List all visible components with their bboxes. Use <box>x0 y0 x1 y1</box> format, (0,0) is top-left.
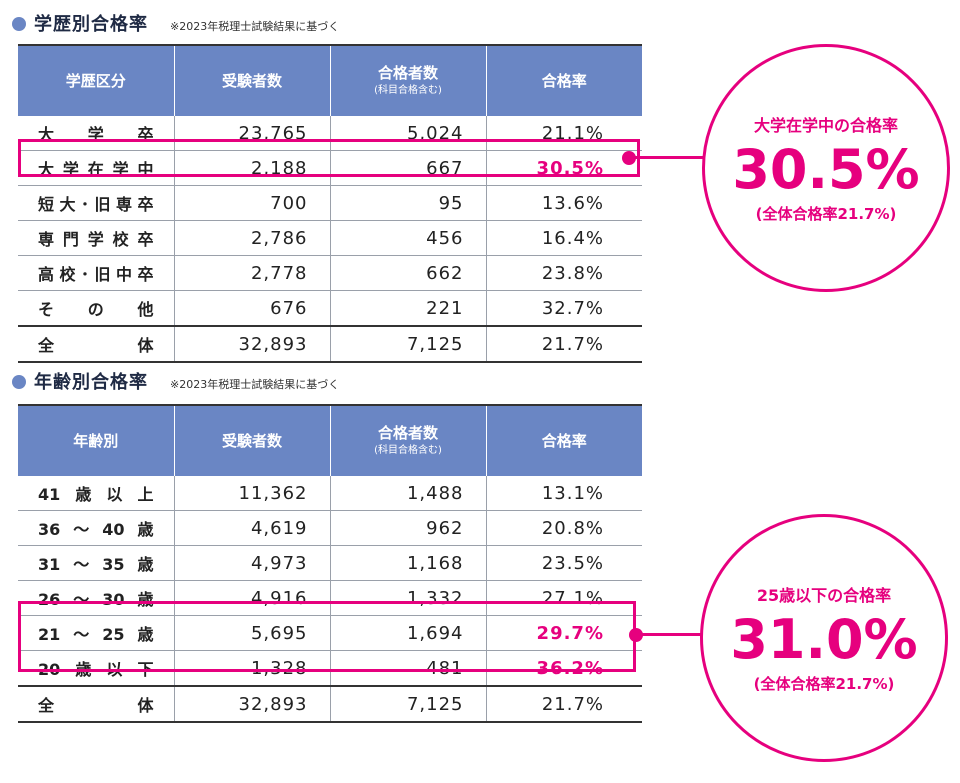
passers-cell: 221 <box>329 290 486 327</box>
header-education-category: 学歴区分 <box>18 44 174 116</box>
row-label: 21～25歳 <box>18 615 174 651</box>
row-label: 41歳以上 <box>18 476 174 511</box>
passers-cell: 662 <box>329 255 486 291</box>
passers-cell: 5,024 <box>329 116 486 151</box>
passers-cell: 1,488 <box>329 476 486 511</box>
pass-rate-cell: 21.1% <box>485 116 642 151</box>
table-row: 21～25歳 5,695 1,694 29.7% <box>18 615 642 651</box>
table-header-row: 年齢別 受験者数 合格者数 (科目合格含む) 合格率 <box>18 404 642 476</box>
callout-title: 大学在学中の合格率 <box>753 116 898 136</box>
table-row: 短大･旧専卒 700 95 13.6% <box>18 185 642 221</box>
callout-value: 31.0% <box>730 608 918 672</box>
highlight-box-under-25 <box>18 601 636 672</box>
pass-rate-cell: 29.7% <box>485 615 642 651</box>
table-row: 専門学校卒 2,786 456 16.4% <box>18 220 642 256</box>
passers-cell: 7,125 <box>329 685 486 723</box>
table-row: 大学在学中 2,188 667 30.5% <box>18 150 642 186</box>
header-examinees: 受験者数 <box>173 44 330 116</box>
age-section-title: 年齢別合格率 <box>34 372 148 393</box>
bullet-dot-icon <box>12 375 26 389</box>
callout-value: 30.5% <box>732 138 920 202</box>
examinees-cell: 676 <box>173 290 330 327</box>
row-label: 全体 <box>18 685 174 723</box>
header-pass-rate: 合格率 <box>485 404 642 476</box>
examinees-cell: 4,973 <box>173 545 330 581</box>
education-table-body: 大学卒 23,765 5,024 21.1% 大学在学中 2,188 667 30.5% 短大･… <box>18 116 642 363</box>
table-row: 36～40歳 4,619 962 20.8% <box>18 510 642 546</box>
examinees-cell: 5,695 <box>173 615 330 651</box>
table-row: 20歳以下 1,328 481 36.2% <box>18 650 642 687</box>
header-passers-sub: (科目合格含む) <box>374 445 442 457</box>
age-section-header: 年齢別合格率 ※2023年税理士試験結果に基づく <box>12 368 339 394</box>
passers-cell: 95 <box>329 185 486 221</box>
table-header-row: 学歴区分 受験者数 合格者数 (科目合格含む) 合格率 <box>18 44 642 116</box>
table-row: 高校･旧中卒 2,778 662 23.8% <box>18 255 642 291</box>
bullet-dot-icon <box>12 17 26 31</box>
pass-rate-cell: 36.2% <box>485 650 642 687</box>
row-label: 短大･旧専卒 <box>18 185 174 221</box>
passers-cell: 456 <box>329 220 486 256</box>
row-label: その他 <box>18 290 174 327</box>
examinees-cell: 11,362 <box>173 476 330 511</box>
row-label: 31～35歳 <box>18 545 174 581</box>
row-label: 大学在学中 <box>18 150 174 186</box>
education-section-note: ※2023年税理士試験結果に基づく <box>170 20 340 33</box>
passers-cell: 1,168 <box>329 545 486 581</box>
callout-sub: (全体合格率21.7%) <box>755 204 897 223</box>
pass-rate-cell: 21.7% <box>485 325 642 363</box>
table-row: 大学卒 23,765 5,024 21.1% <box>18 116 642 151</box>
examinees-cell: 4,619 <box>173 510 330 546</box>
education-section-header: 学歴別合格率 ※2023年税理士試験結果に基づく <box>12 10 339 36</box>
pass-rate-cell: 23.5% <box>485 545 642 581</box>
age-pass-rate-table: 年齢別 受験者数 合格者数 (科目合格含む) 合格率 41歳以上 11,362 1,4… <box>18 404 642 723</box>
examinees-cell: 700 <box>173 185 330 221</box>
pass-rate-cell: 16.4% <box>485 220 642 256</box>
highlight-connector-line <box>629 156 705 159</box>
education-section-title: 学歴別合格率 <box>34 14 148 35</box>
pass-rate-cell: 23.8% <box>485 255 642 291</box>
passers-cell: 7,125 <box>329 325 486 363</box>
highlight-connector-line <box>636 633 704 636</box>
table-row: 41歳以上 11,362 1,488 13.1% <box>18 476 642 511</box>
examinees-cell: 23,765 <box>173 116 330 151</box>
age-table-body: 41歳以上 11,362 1,488 13.1% 36～40歳 4,619 962 20.8%… <box>18 476 642 723</box>
examinees-cell: 2,786 <box>173 220 330 256</box>
pass-rate-cell: 20.8% <box>485 510 642 546</box>
examinees-cell: 2,188 <box>173 150 330 186</box>
highlight-box-university-student <box>18 139 640 177</box>
passers-cell: 962 <box>329 510 486 546</box>
age-section-note: ※2023年税理士試験結果に基づく <box>170 378 340 391</box>
callout-circle-university: 大学在学中の合格率 30.5% (全体合格率21.7%) <box>702 44 950 292</box>
row-label: 全体 <box>18 325 174 363</box>
header-pass-rate: 合格率 <box>485 44 642 116</box>
row-label: 26～30歳 <box>18 580 174 616</box>
passers-cell: 667 <box>329 150 486 186</box>
examinees-cell: 2,778 <box>173 255 330 291</box>
table-row: その他 676 221 32.7% <box>18 290 642 327</box>
header-age-group: 年齢別 <box>18 404 174 476</box>
table-total-row: 全体 32,893 7,125 21.7% <box>18 685 642 723</box>
examinees-cell: 32,893 <box>173 325 330 363</box>
callout-sub: (全体合格率21.7%) <box>753 674 895 693</box>
pass-rate-cell: 13.6% <box>485 185 642 221</box>
header-examinees: 受験者数 <box>173 404 330 476</box>
passers-cell: 1,694 <box>329 615 486 651</box>
callout-circle-age: 25歳以下の合格率 31.0% (全体合格率21.7%) <box>700 514 948 762</box>
table-row: 31～35歳 4,973 1,168 23.5% <box>18 545 642 581</box>
pass-rate-cell: 21.7% <box>485 685 642 723</box>
examinees-cell: 32,893 <box>173 685 330 723</box>
header-passers-sub: (科目合格含む) <box>374 85 442 97</box>
pass-rate-cell: 13.1% <box>485 476 642 511</box>
row-label: 専門学校卒 <box>18 220 174 256</box>
header-passers: 合格者数 (科目合格含む) <box>329 404 486 476</box>
education-pass-rate-table: 学歴区分 受験者数 合格者数 (科目合格含む) 合格率 大学卒 23,765 5,02… <box>18 44 642 363</box>
callout-title: 25歳以下の合格率 <box>756 586 892 606</box>
pass-rate-cell: 30.5% <box>485 150 642 186</box>
table-total-row: 全体 32,893 7,125 21.7% <box>18 325 642 363</box>
row-label: 高校･旧中卒 <box>18 255 174 291</box>
row-label: 36～40歳 <box>18 510 174 546</box>
header-passers: 合格者数 (科目合格含む) <box>329 44 486 116</box>
pass-rate-cell: 32.7% <box>485 290 642 327</box>
